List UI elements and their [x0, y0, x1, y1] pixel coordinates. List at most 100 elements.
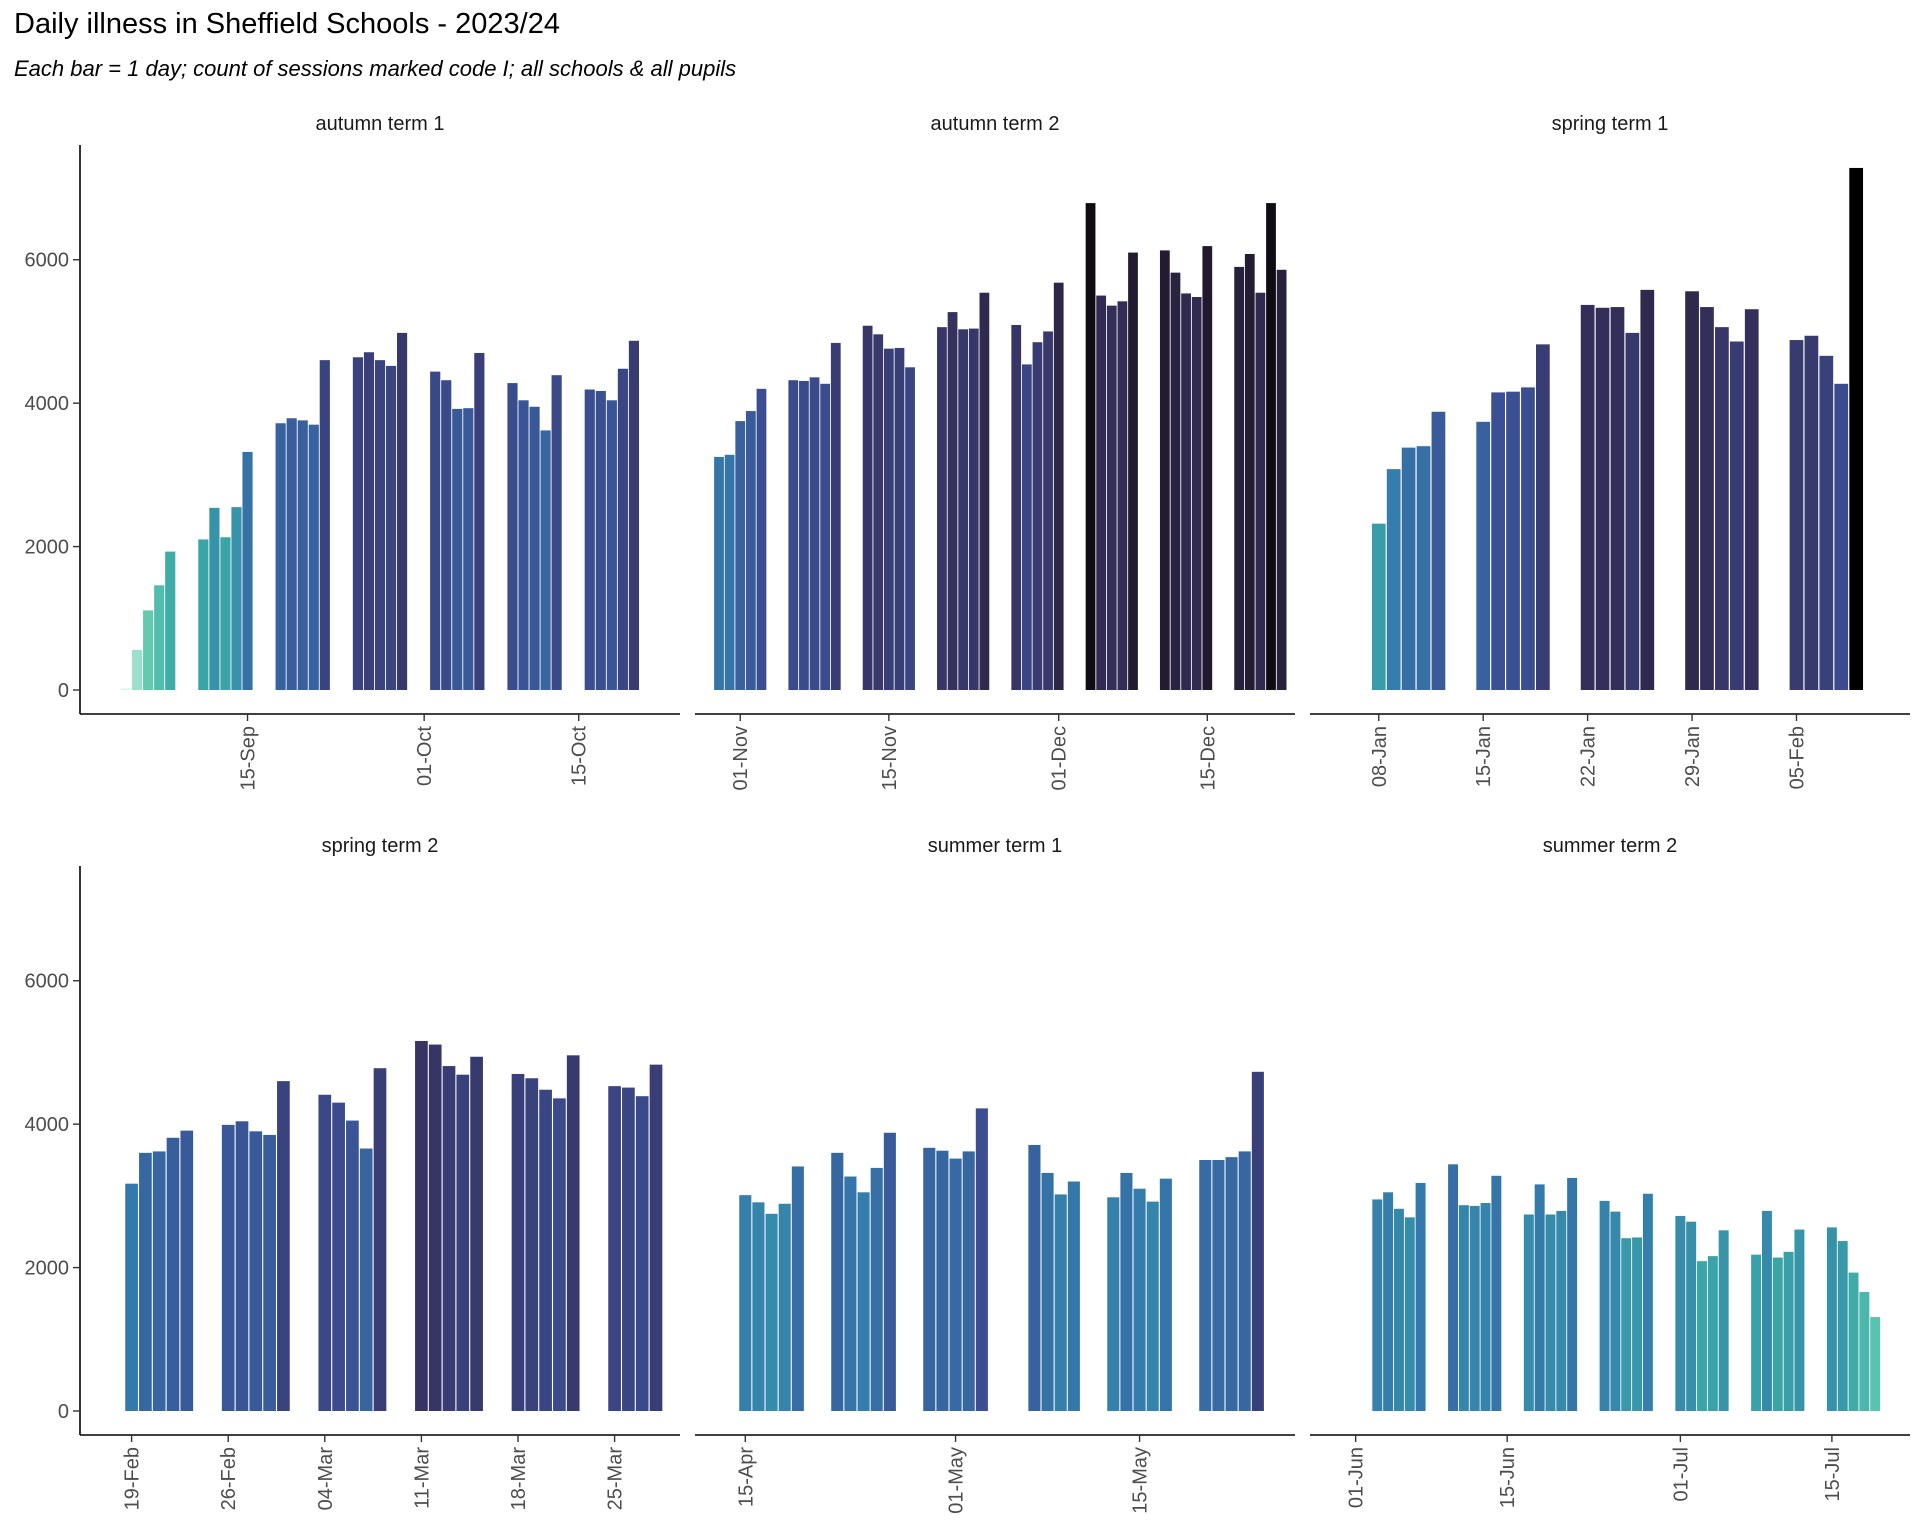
bar	[442, 1066, 456, 1411]
bar	[165, 551, 176, 690]
bar	[452, 408, 463, 690]
bar	[1610, 307, 1625, 690]
facet-label: summer term 1	[928, 835, 1062, 857]
bar	[905, 367, 915, 690]
bar	[456, 1074, 470, 1411]
x-tick-label: 22-Jan	[1578, 726, 1600, 787]
bar	[873, 334, 884, 690]
bar	[1416, 446, 1431, 690]
bar	[1401, 447, 1416, 690]
bar	[883, 1132, 896, 1411]
bar	[799, 380, 809, 690]
x-tick-label: 05-Feb	[1786, 726, 1808, 789]
bar	[374, 360, 386, 690]
bar	[1686, 1221, 1697, 1411]
bar	[778, 1203, 791, 1411]
bar	[359, 1148, 373, 1411]
bar	[1751, 1254, 1762, 1411]
bar	[1480, 1203, 1491, 1411]
bar	[1595, 307, 1610, 690]
bar	[1448, 1164, 1459, 1411]
bar	[1028, 1144, 1041, 1411]
bar	[1536, 344, 1550, 690]
bar	[297, 420, 308, 690]
bar	[1431, 411, 1446, 690]
bar	[1128, 252, 1138, 690]
bar	[470, 1056, 483, 1411]
x-tick-label: 15-Jul	[1822, 1447, 1844, 1501]
bar	[166, 1137, 180, 1411]
x-tick-label: 25-Mar	[605, 1447, 627, 1511]
bar	[1849, 167, 1864, 690]
bar	[308, 424, 319, 690]
x-tick-label: 15-Nov	[879, 726, 901, 790]
bar	[975, 1108, 988, 1411]
bar	[962, 1151, 975, 1411]
bar	[286, 418, 297, 690]
bar	[947, 312, 958, 690]
bar	[277, 1081, 290, 1411]
bar	[1393, 1208, 1404, 1411]
bar	[1729, 341, 1744, 690]
bar	[1621, 1238, 1632, 1411]
bar	[595, 390, 606, 690]
y-tick-label: 6000	[25, 250, 70, 272]
bar	[518, 400, 529, 690]
bar	[463, 408, 474, 690]
bar	[551, 375, 562, 690]
bar	[1415, 1182, 1426, 1411]
x-tick-label: 01-Dec	[1049, 726, 1071, 790]
x-tick-label: 01-Nov	[730, 726, 752, 790]
bar	[553, 1098, 566, 1411]
x-tick-label: 04-Mar	[315, 1447, 337, 1511]
x-tick-label: 01-Jun	[1346, 1447, 1368, 1508]
x-tick-label: 15-Jun	[1497, 1447, 1519, 1508]
y-tick-label: 2000	[25, 537, 70, 559]
bar	[474, 352, 485, 690]
bar	[1491, 392, 1505, 690]
bar	[1404, 1217, 1415, 1411]
bar	[739, 1195, 752, 1411]
bar	[1837, 1241, 1848, 1411]
x-tick-label: 01-May	[946, 1447, 968, 1514]
bar	[1469, 1205, 1480, 1411]
bar	[1697, 1261, 1707, 1412]
bar	[249, 1131, 263, 1411]
bar	[332, 1102, 345, 1411]
bar	[566, 1055, 580, 1411]
bar	[1521, 387, 1535, 690]
bar	[1707, 1256, 1718, 1411]
bar	[1032, 342, 1043, 690]
x-tick-label: 08-Jan	[1369, 726, 1391, 787]
bar	[198, 539, 209, 690]
bar	[628, 340, 639, 690]
bar	[870, 1167, 883, 1411]
bar	[584, 389, 595, 690]
y-tick-label: 2000	[25, 1258, 70, 1280]
bar	[949, 1158, 962, 1411]
x-tick-label: 01-Oct	[414, 726, 436, 786]
bar	[1120, 1172, 1133, 1411]
bar	[968, 328, 979, 690]
x-tick-label: 15-May	[1130, 1447, 1152, 1514]
bar	[714, 456, 724, 690]
bar	[1041, 1172, 1054, 1411]
facet-label: autumn term 1	[316, 113, 445, 135]
bar	[319, 360, 330, 690]
bar	[1772, 1257, 1783, 1411]
bar	[1372, 1199, 1383, 1411]
bar	[1848, 1272, 1859, 1411]
bar	[441, 380, 452, 690]
bar	[1632, 1237, 1643, 1411]
bar	[318, 1094, 332, 1411]
bar	[608, 1086, 621, 1411]
bar	[1556, 1210, 1567, 1411]
x-tick-label: 29-Jan	[1682, 726, 1704, 787]
bar	[1276, 269, 1287, 690]
bar	[428, 1044, 442, 1411]
bar	[1476, 421, 1491, 690]
bar	[756, 388, 767, 690]
facet-label: summer term 2	[1543, 835, 1677, 857]
x-tick-label: 15-Dec	[1197, 726, 1219, 790]
